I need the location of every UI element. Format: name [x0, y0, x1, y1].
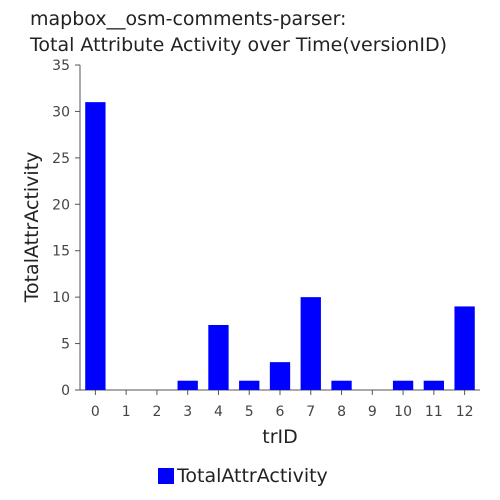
y-tick-label: 0: [61, 383, 70, 399]
x-tick-label: 11: [425, 404, 443, 420]
x-tick-label: 6: [276, 404, 285, 420]
y-tick-label: 30: [52, 104, 70, 120]
x-axis-label: trID: [262, 426, 298, 448]
y-tick-label: 25: [52, 151, 70, 167]
bar: [300, 297, 321, 390]
x-tick-label: 0: [91, 404, 100, 420]
bar: [239, 380, 260, 390]
bar: [208, 325, 229, 390]
x-tick-label: 8: [337, 404, 346, 420]
bar: [392, 380, 414, 390]
x-tick-label: 9: [368, 404, 377, 420]
y-axis-label: TotalAttrActivity: [21, 152, 43, 304]
x-tick-label: 12: [456, 404, 474, 420]
x-tick-labels: 0 1 2 3 4 5 6 7 8 9 10 11 12: [91, 390, 474, 420]
x-tick-label: 5: [245, 404, 254, 420]
chart-title: mapbox__osm-comments-parser: Total Attri…: [30, 6, 447, 58]
chart-legend: TotalAttrActivity: [158, 465, 328, 487]
x-tick-label: 4: [214, 404, 223, 420]
legend-swatch: [158, 468, 174, 484]
bar: [423, 380, 444, 390]
y-tick-label: 15: [52, 244, 70, 260]
chart-title-line-2: Total Attribute Activity over Time(versi…: [30, 34, 447, 56]
y-tick-label: 10: [52, 290, 70, 306]
bar: [85, 102, 106, 391]
y-tick-labels: 0 5 10 15 20 25 30 35: [52, 58, 80, 399]
chart-bars: [85, 102, 475, 391]
x-tick-label: 7: [306, 404, 315, 420]
chart-title-line-1: mapbox__osm-comments-parser:: [30, 8, 347, 30]
chart-axes: [79, 65, 480, 391]
y-tick-label: 20: [52, 197, 70, 213]
y-tick-label: 35: [52, 58, 70, 74]
bar: [269, 362, 291, 390]
legend-label: TotalAttrActivity: [177, 465, 328, 487]
bar: [177, 380, 198, 390]
x-tick-label: 3: [183, 404, 192, 420]
bar: [454, 306, 475, 390]
bar: [331, 380, 352, 390]
x-tick-label: 2: [152, 404, 161, 420]
y-tick-label: 5: [61, 337, 70, 353]
x-tick-label: 10: [394, 404, 412, 420]
x-tick-label: 1: [122, 404, 131, 420]
